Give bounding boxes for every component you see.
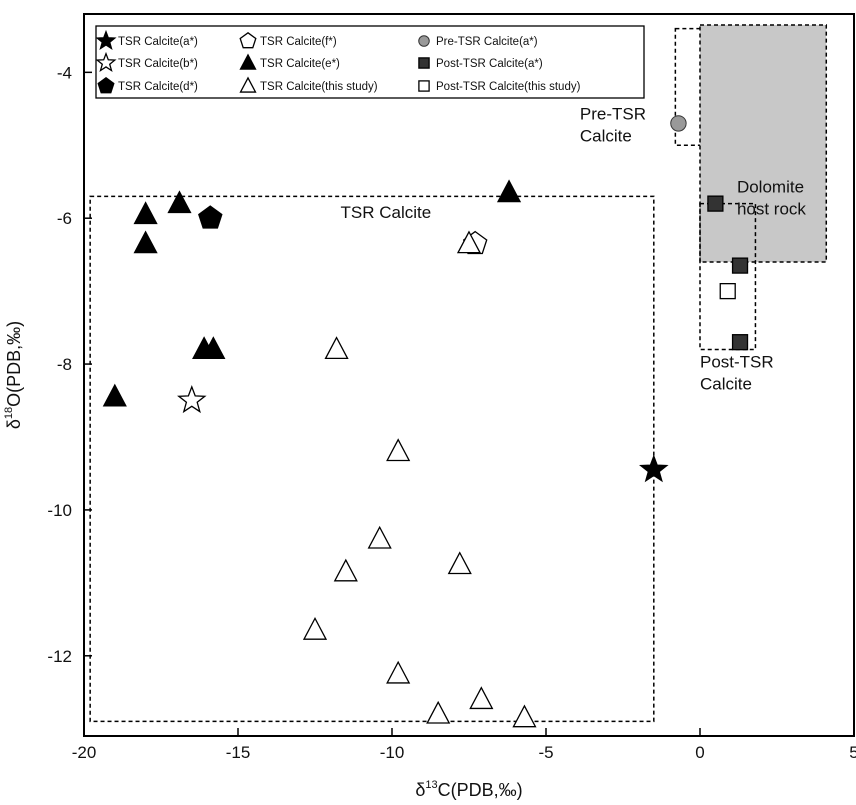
legend: TSR Calcite(a*) TSR Calcite(b*) TSR Calcit… <box>95 25 645 99</box>
point-tsr-calcite-e <box>133 230 158 254</box>
legend-marker-post-tsr-calcite-a <box>418 57 430 69</box>
x-tick-label: -5 <box>538 743 553 762</box>
x-tick-label: -20 <box>72 743 97 762</box>
axis-title-prefix: δ <box>415 780 425 800</box>
point-tsr-calcite-this-study <box>447 551 472 575</box>
point-tsr-calcite-this-study <box>333 558 358 582</box>
x-tick-label: 0 <box>695 743 704 762</box>
region-label-dolomite-host-rock: Dolomite host rock <box>737 178 806 219</box>
point-tsr-calcite-this-study <box>512 704 537 728</box>
point-post-tsr-calcite-a <box>731 334 749 351</box>
region-label-line: Post-TSR <box>700 353 774 372</box>
legend-marker-tsr-calcite-this-study <box>239 76 257 93</box>
point-tsr-calcite-this-study <box>302 616 328 640</box>
point-post-tsr-calcite-this-study <box>719 283 736 300</box>
legend-label: TSR Calcite(this study) <box>260 81 378 93</box>
legend-label: TSR Calcite(d*) <box>118 81 198 93</box>
point-tsr-calcite-e <box>201 336 226 360</box>
point-tsr-calcite-this-study <box>426 700 451 724</box>
data-points <box>102 115 749 728</box>
region-label-tsr-calcite: TSR Calcite <box>340 203 431 222</box>
point-tsr-calcite-this-study <box>324 336 349 360</box>
point-tsr-calcite-e <box>496 179 522 203</box>
point-tsr-calcite-this-study <box>469 686 494 710</box>
point-pre-tsr-calcite-a <box>670 115 687 132</box>
point-tsr-calcite-e <box>133 201 158 225</box>
point-tsr-calcite-b <box>177 385 207 414</box>
axis-title-prefix: δ <box>4 419 24 429</box>
region-label-line: Calcite <box>580 127 632 146</box>
legend-marker-tsr-calcite-a <box>95 29 117 50</box>
point-post-tsr-calcite-a <box>707 195 724 212</box>
y-tick-label: -4 <box>57 63 72 82</box>
legend-label: Pre-TSR Calcite(a*) <box>436 36 538 48</box>
point-tsr-calcite-this-study <box>456 230 482 254</box>
y-tick-label: -8 <box>57 355 72 374</box>
region-label-line: Pre-TSR <box>580 105 646 124</box>
x-tick-label: -10 <box>380 743 405 762</box>
legend-box <box>95 25 645 99</box>
legend-label: TSR Calcite(a*) <box>118 36 198 48</box>
x-tick-label: 5 <box>849 743 856 762</box>
legend-marker-pre-tsr-calcite-a <box>418 35 430 47</box>
point-tsr-calcite-e <box>167 190 192 214</box>
legend-marker-tsr-calcite-d <box>97 76 115 94</box>
y-tick-label: -12 <box>47 647 72 666</box>
legend-label: TSR Calcite(b*) <box>118 58 198 70</box>
legend-label: Post-TSR Calcite(a*) <box>436 58 543 70</box>
plot-frame <box>83 13 855 737</box>
region-label-line: host rock <box>737 200 806 219</box>
axis-title-rest: O(PDB,‰) <box>4 321 24 407</box>
point-tsr-calcite-a <box>639 454 669 483</box>
point-tsr-calcite-d <box>198 205 223 229</box>
y-axis-title: δ18O(PDB,‰) <box>3 321 24 429</box>
axis-title-rest: C(PDB,‰) <box>438 780 523 800</box>
legend-marker-tsr-calcite-f <box>239 31 257 49</box>
region-label-line: Dolomite <box>737 178 804 197</box>
axis-ticks: -20 -15 -10 -5 0 5 -4 -6 -8 -10 -12 <box>47 63 856 762</box>
region-tsr-calcite <box>89 195 655 723</box>
region-dolomite-host-rock <box>699 24 828 263</box>
axis-title-sup: 13 <box>425 779 437 791</box>
legend-label: Post-TSR Calcite(this study) <box>436 81 581 93</box>
legend-label: TSR Calcite(f*) <box>260 36 337 48</box>
regions-layer <box>89 24 828 723</box>
axis-title-sup: 18 <box>3 407 15 419</box>
point-tsr-calcite-this-study <box>367 525 392 549</box>
point-tsr-calcite-this-study <box>386 438 411 462</box>
point-post-tsr-calcite-a <box>731 257 749 274</box>
y-tick-label: -10 <box>47 501 72 520</box>
region-label-pre-tsr-calcite: Pre-TSR Calcite <box>580 105 646 146</box>
legend-label: TSR Calcite(e*) <box>260 58 340 70</box>
legend-marker-tsr-calcite-e <box>239 53 257 70</box>
region-label-post-tsr-calcite: Post-TSR Calcite <box>700 353 774 394</box>
point-tsr-calcite-this-study <box>386 660 411 684</box>
legend-marker-post-tsr-calcite-this-study <box>418 80 430 92</box>
region-post-tsr-calcite <box>699 202 757 351</box>
region-labels: TSR Calcite Pre-TSR Calcite Dolomite host ro… <box>340 105 806 394</box>
x-tick-label: -15 <box>226 743 251 762</box>
point-tsr-calcite-e <box>102 383 127 407</box>
region-label-line: Calcite <box>700 375 752 394</box>
y-tick-label: -6 <box>57 209 72 228</box>
x-axis-title: δ13C(PDB,‰) <box>415 779 522 800</box>
region-label-line: TSR Calcite <box>340 203 431 222</box>
legend-marker-tsr-calcite-b <box>95 51 117 72</box>
